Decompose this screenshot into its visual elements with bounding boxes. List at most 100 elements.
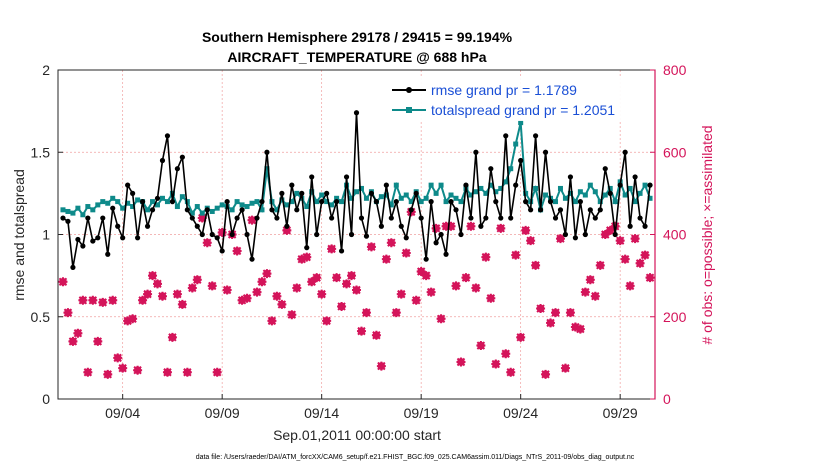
obs-assimilated-marker bbox=[128, 314, 138, 324]
totalspread-point bbox=[75, 205, 81, 211]
legend-rmse-marker bbox=[406, 87, 412, 93]
obs-assimilated-marker bbox=[83, 367, 93, 377]
rmse-point bbox=[418, 215, 424, 221]
obs-assimilated-marker bbox=[356, 326, 366, 336]
obs-assimilated-marker bbox=[197, 213, 207, 223]
obs-assimilated-marker bbox=[605, 225, 615, 235]
obs-assimilated-marker bbox=[446, 221, 456, 231]
rmse-point bbox=[294, 207, 300, 213]
rmse-point bbox=[299, 190, 305, 196]
totalspread-point bbox=[194, 204, 200, 210]
rmse-point bbox=[642, 223, 648, 229]
rmse-point bbox=[219, 248, 225, 254]
rmse-point bbox=[95, 235, 101, 241]
obs-assimilated-marker bbox=[103, 369, 113, 379]
rmse-point bbox=[617, 182, 623, 188]
obs-count-series bbox=[58, 207, 655, 379]
obs-assimilated-marker bbox=[461, 273, 471, 283]
rmse-point bbox=[264, 149, 270, 155]
totalspread-point bbox=[135, 197, 141, 203]
obs-assimilated-marker bbox=[531, 260, 541, 270]
totalspread-series bbox=[60, 120, 653, 218]
rmse-point bbox=[523, 199, 529, 205]
rmse-point bbox=[154, 195, 161, 201]
totalspread-point bbox=[289, 199, 295, 205]
rmse-point bbox=[393, 199, 399, 205]
totalspread-point bbox=[483, 190, 489, 196]
rmse-point bbox=[403, 235, 409, 241]
totalspread-point bbox=[239, 202, 245, 208]
obs-assimilated-marker bbox=[272, 291, 282, 301]
rmse-point bbox=[269, 207, 275, 213]
totalspread-point bbox=[478, 185, 484, 191]
totalspread-point bbox=[244, 204, 250, 210]
obs-assimilated-marker bbox=[521, 225, 531, 235]
obs-assimilated-marker bbox=[232, 246, 242, 256]
rmse-point bbox=[319, 199, 325, 205]
rmse-point bbox=[383, 182, 389, 188]
rmse-point bbox=[423, 256, 429, 262]
totalspread-point bbox=[155, 202, 160, 208]
left-tick-label: 2 bbox=[42, 62, 50, 78]
totalspread-point bbox=[274, 207, 280, 213]
totalspread-point bbox=[518, 120, 524, 126]
obs-assimilated-marker bbox=[426, 287, 436, 297]
obs-assimilated-marker bbox=[217, 227, 227, 237]
obs-assimilated-marker bbox=[222, 285, 232, 295]
totalspread-point bbox=[80, 212, 86, 218]
obs-assimilated-marker bbox=[371, 330, 381, 340]
rmse-point bbox=[597, 207, 603, 213]
rmse-point bbox=[199, 231, 205, 238]
rmse-point bbox=[572, 235, 579, 241]
totalspread-point bbox=[508, 166, 514, 172]
left-tick-label: 0.5 bbox=[31, 309, 51, 325]
obs-assimilated-marker bbox=[451, 281, 461, 291]
obs-assimilated-marker bbox=[212, 367, 222, 377]
right-y-axis-label: # of obs: o=possible; ×=assimilated bbox=[699, 125, 715, 344]
rmse-series bbox=[60, 110, 653, 270]
rmse-point bbox=[214, 235, 220, 241]
x-tick-label: 09/09 bbox=[205, 405, 240, 421]
totalspread-point bbox=[150, 199, 156, 205]
rmse-point bbox=[458, 231, 464, 238]
obs-assimilated-marker bbox=[202, 238, 212, 248]
rmse-point bbox=[547, 199, 554, 205]
obs-assimilated-marker bbox=[322, 316, 332, 326]
totalspread-point bbox=[423, 195, 429, 201]
obs-assimilated-marker bbox=[486, 293, 496, 303]
rmse-point bbox=[274, 215, 280, 221]
obs-assimilated-marker bbox=[342, 279, 352, 289]
totalspread-point bbox=[503, 179, 509, 185]
obs-assimilated-marker bbox=[590, 291, 600, 301]
rmse-point bbox=[254, 215, 260, 221]
totalspread-point bbox=[587, 182, 593, 188]
obs-assimilated-marker bbox=[352, 285, 361, 295]
obs-assimilated-marker bbox=[411, 295, 421, 305]
right-y-axis-ticks: 0 200 400 600 800 bbox=[650, 62, 687, 407]
rmse-point bbox=[105, 251, 111, 257]
x-axis-ticks: 09/04 09/09 09/14 09/19 09/24 09/29 bbox=[105, 394, 638, 421]
obs-assimilated-marker bbox=[526, 236, 536, 246]
left-y-axis-ticks: 0 0.5 1 1.5 2 bbox=[31, 62, 63, 407]
obs-assimilated-marker bbox=[138, 295, 148, 305]
obs-assimilated-marker bbox=[595, 260, 605, 270]
obs-assimilated-marker bbox=[162, 367, 172, 377]
totalspread-point bbox=[448, 192, 454, 198]
totalspread-point bbox=[219, 202, 225, 208]
obs-assimilated-marker bbox=[247, 215, 257, 225]
legend-spread-marker bbox=[406, 107, 412, 113]
rmse-point bbox=[60, 215, 66, 221]
rmse-point bbox=[314, 231, 320, 238]
totalspread-point bbox=[199, 210, 205, 216]
totalspread-point bbox=[179, 194, 185, 200]
rmse-point bbox=[174, 166, 180, 172]
totalspread-point bbox=[647, 195, 653, 201]
obs-assimilated-marker bbox=[262, 269, 272, 279]
totalspread-point bbox=[553, 199, 558, 205]
rmse-point bbox=[169, 199, 176, 205]
rmse-point bbox=[413, 190, 419, 196]
obs-assimilated-marker bbox=[416, 267, 426, 277]
obs-assimilated-marker bbox=[317, 289, 327, 299]
rmse-point bbox=[194, 223, 200, 229]
obs-assimilated-marker bbox=[118, 363, 128, 373]
